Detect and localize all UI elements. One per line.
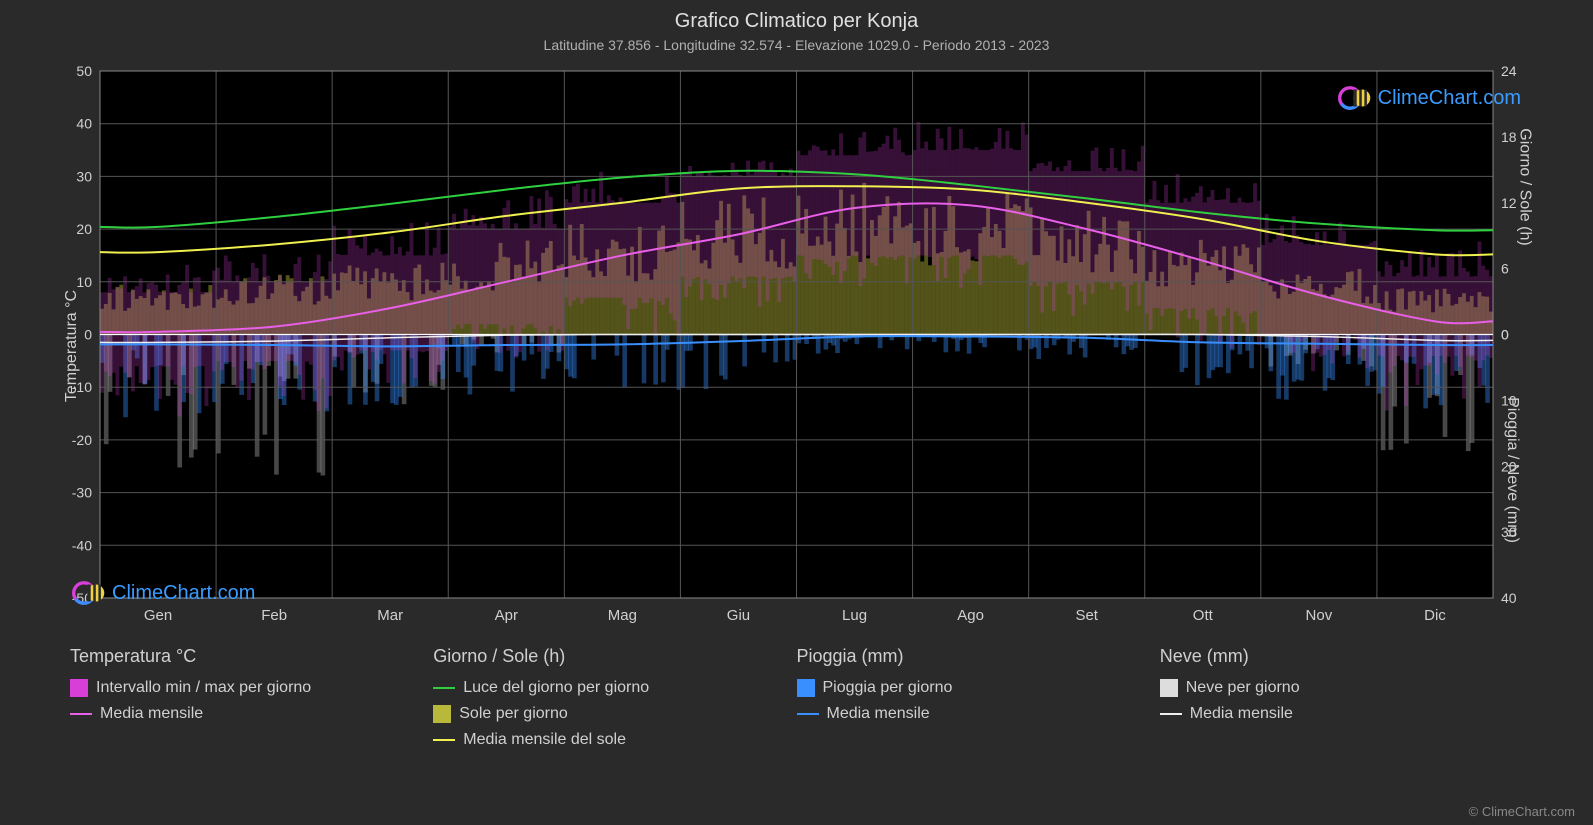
legend-item: Media mensile (70, 705, 433, 723)
svg-text:Lug: Lug (842, 607, 867, 624)
y-axis-right-bottom-label: Pioggia / Neve (mm) (1503, 397, 1521, 543)
legend-group: Temperatura °C Intervallo min / max per g… (70, 646, 433, 749)
legend-item: Media mensile del sole (433, 731, 796, 749)
legend-item: Neve per giorno (1160, 679, 1523, 697)
legend-item-label: Luce del giorno per giorno (463, 679, 649, 697)
svg-text:-20: -20 (72, 432, 92, 448)
legend-item: Luce del giorno per giorno (433, 679, 796, 697)
svg-text:10: 10 (76, 274, 92, 290)
svg-text:6: 6 (1501, 261, 1509, 277)
svg-text:Feb: Feb (261, 607, 287, 624)
legend-swatch-line (433, 687, 455, 689)
legend-swatch-box (433, 705, 451, 723)
legend-group: Giorno / Sole (h) Luce del giorno per gio… (433, 646, 796, 749)
legend-item-label: Media mensile (827, 705, 930, 723)
legend-group: Neve (mm) Neve per giorno Media mensile (1160, 646, 1523, 749)
y-axis-left-label: Temperatura °C (63, 289, 81, 401)
svg-text:12: 12 (1501, 195, 1517, 211)
chart-title: Grafico Climatico per Konja (0, 0, 1593, 33)
legend-item-label: Media mensile (1190, 705, 1293, 723)
legend-swatch-line (1160, 713, 1182, 715)
svg-text:0: 0 (84, 327, 92, 343)
legend-item-label: Intervallo min / max per giorno (96, 679, 311, 697)
legend-swatch-box (70, 679, 88, 697)
legend-item: Sole per giorno (433, 705, 796, 723)
svg-text:Mag: Mag (608, 607, 637, 624)
svg-text:Ott: Ott (1193, 607, 1214, 624)
legend-swatch-line (433, 739, 455, 741)
svg-text:Apr: Apr (495, 607, 518, 624)
legend-group-title: Neve (mm) (1160, 646, 1523, 667)
legend-swatch-line (797, 713, 819, 715)
legend-item-label: Sole per giorno (459, 705, 568, 723)
legend-item: Pioggia per giorno (797, 679, 1160, 697)
legend-item-label: Media mensile (100, 705, 203, 723)
chart-subtitle: Latitudine 37.856 - Longitudine 32.574 -… (0, 33, 1593, 53)
svg-text:24: 24 (1501, 63, 1517, 79)
svg-text:18: 18 (1501, 129, 1517, 145)
svg-text:0: 0 (1501, 327, 1509, 343)
svg-text:50: 50 (76, 63, 92, 79)
y-axis-right-top-label: Giorno / Sole (h) (1515, 129, 1533, 246)
legend-item: Intervallo min / max per giorno (70, 679, 433, 697)
svg-text:40: 40 (1501, 590, 1517, 606)
legend-item-label: Media mensile del sole (463, 731, 626, 749)
legend: Temperatura °C Intervallo min / max per g… (70, 646, 1523, 749)
svg-text:Mar: Mar (377, 607, 403, 624)
svg-text:30: 30 (76, 168, 92, 184)
svg-text:Dic: Dic (1424, 607, 1446, 624)
legend-swatch-box (1160, 679, 1178, 697)
legend-group: Pioggia (mm) Pioggia per giorno Media mens… (797, 646, 1160, 749)
svg-text:Ago: Ago (957, 607, 984, 624)
svg-text:-30: -30 (72, 485, 92, 501)
legend-swatch-box (797, 679, 815, 697)
climate-chart-svg: -50-40-30-20-100102030405006121824010203… (50, 63, 1543, 628)
svg-text:Gen: Gen (144, 607, 172, 624)
chart-area: Temperatura °C Giorno / Sole (h) Pioggia… (50, 63, 1543, 628)
legend-group-title: Pioggia (mm) (797, 646, 1160, 667)
legend-item-label: Pioggia per giorno (823, 679, 953, 697)
legend-item: Media mensile (1160, 705, 1523, 723)
legend-group-title: Giorno / Sole (h) (433, 646, 796, 667)
legend-swatch-line (70, 713, 92, 715)
legend-group-title: Temperatura °C (70, 646, 433, 667)
svg-text:-40: -40 (72, 537, 92, 553)
svg-text:-50: -50 (72, 590, 92, 606)
svg-text:20: 20 (76, 221, 92, 237)
legend-item: Media mensile (797, 705, 1160, 723)
svg-text:40: 40 (76, 116, 92, 132)
svg-text:Nov: Nov (1306, 607, 1333, 624)
copyright-text: © ClimeChart.com (1469, 804, 1575, 819)
svg-text:Giu: Giu (727, 607, 750, 624)
legend-item-label: Neve per giorno (1186, 679, 1300, 697)
chart-titles: Grafico Climatico per Konja Latitudine 3… (0, 0, 1593, 53)
svg-text:Set: Set (1075, 607, 1098, 624)
